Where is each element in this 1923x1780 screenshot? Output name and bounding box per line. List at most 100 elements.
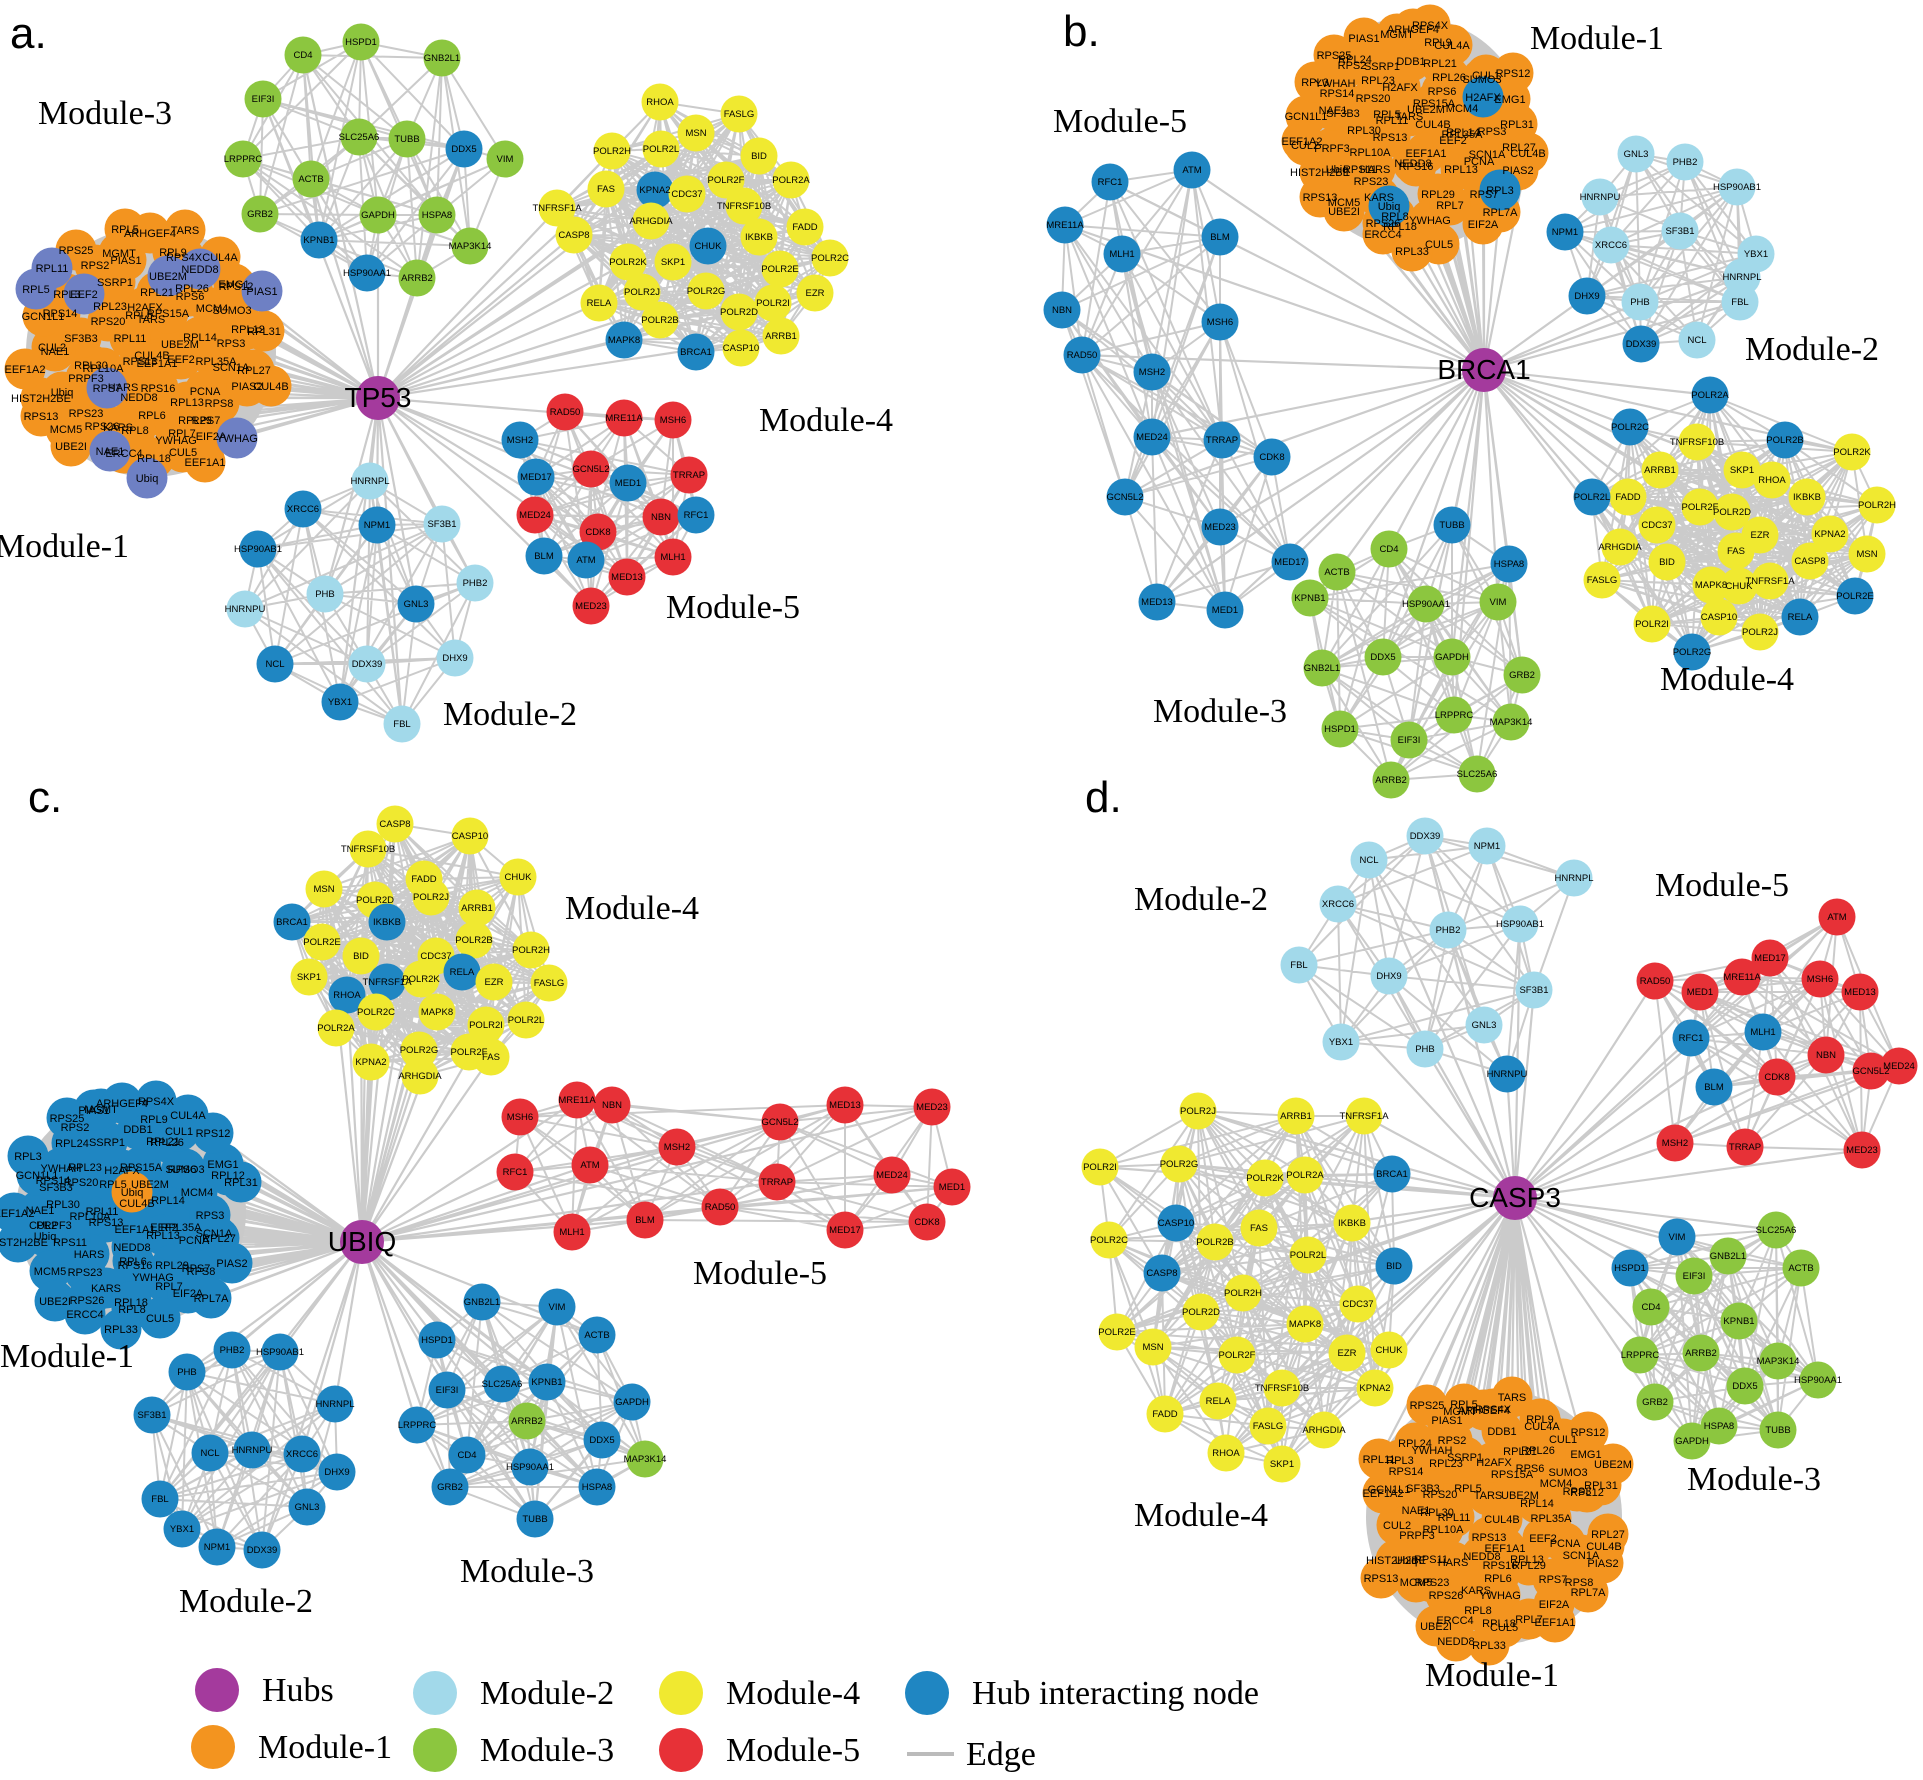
svg-text:MCM5: MCM5 [34,1266,66,1278]
svg-text:BID: BID [1386,1261,1402,1272]
svg-text:RPL10A: RPL10A [1350,147,1392,159]
svg-text:Module-1: Module-1 [258,1729,392,1766]
svg-text:KPNB1: KPNB1 [303,235,334,246]
svg-text:NBN: NBN [1816,1050,1836,1061]
svg-text:EIF2A: EIF2A [173,1288,204,1300]
svg-text:MSH2: MSH2 [1139,367,1165,378]
svg-text:RPL3: RPL3 [1386,1455,1414,1467]
svg-text:HSPA8: HSPA8 [1704,1421,1734,1432]
svg-text:DDX39: DDX39 [352,659,383,670]
svg-text:ARRB2: ARRB2 [1375,775,1407,786]
svg-text:MED13: MED13 [1141,597,1173,608]
svg-text:RPS13: RPS13 [24,411,59,423]
svg-text:POLR2I: POLR2I [1083,1162,1117,1173]
svg-text:POLR2C: POLR2C [1611,422,1649,433]
svg-text:PIAS2: PIAS2 [231,381,262,393]
svg-text:FASLG: FASLG [1587,575,1618,586]
svg-text:EEF1A1: EEF1A1 [185,457,226,469]
svg-text:ACTB: ACTB [584,1330,609,1341]
svg-text:UBE2M: UBE2M [149,271,187,283]
svg-text:MCM5: MCM5 [50,424,82,436]
svg-text:BID: BID [1659,557,1675,568]
svg-text:FAS: FAS [482,1052,500,1063]
svg-text:GNL3: GNL3 [404,599,429,610]
svg-text:RPL3: RPL3 [1301,77,1329,89]
svg-text:RELA: RELA [1206,1396,1231,1407]
svg-text:HSPD1: HSPD1 [1614,1263,1646,1274]
svg-text:RPL26: RPL26 [1521,1445,1555,1457]
svg-text:MSN: MSN [685,128,706,139]
svg-text:UBE2I: UBE2I [39,1296,71,1308]
svg-text:RPL18: RPL18 [114,1297,148,1309]
svg-text:EEF1A1: EEF1A1 [137,358,178,370]
svg-text:TNFRSF10B: TNFRSF10B [1670,437,1724,448]
svg-text:RPS3: RPS3 [196,1210,225,1222]
svg-text:HSP90AA1: HSP90AA1 [343,268,391,279]
svg-text:POLR2A: POLR2A [317,1023,355,1034]
svg-text:FASLG: FASLG [724,109,755,120]
svg-text:RPS23: RPS23 [68,1267,103,1279]
svg-text:CUL4B: CUL4B [1510,148,1545,160]
svg-text:CDK8: CDK8 [914,1217,939,1228]
svg-text:Ubiq: Ubiq [1395,1555,1418,1567]
svg-text:RPS15A: RPS15A [1491,1469,1534,1481]
svg-text:CUL1: CUL1 [1549,1434,1577,1446]
svg-text:CUL4B: CUL4B [1586,1541,1621,1553]
svg-text:RPL14: RPL14 [151,1195,185,1207]
svg-text:POLR2F: POLR2F [1219,1350,1256,1361]
svg-text:Module-4: Module-4 [1660,661,1794,698]
svg-text:RPS2: RPS2 [1338,60,1367,72]
svg-text:CUL2: CUL2 [38,342,66,354]
svg-text:RPL27: RPL27 [1591,1529,1625,1541]
svg-text:HSP90AA1: HSP90AA1 [1402,599,1450,610]
svg-text:GRB2: GRB2 [247,209,273,220]
svg-text:IKBKB: IKBKB [1338,1218,1366,1229]
svg-text:BRCA1: BRCA1 [680,347,712,358]
svg-text:EIF3I: EIF3I [252,94,275,105]
svg-text:FADD: FADD [1152,1409,1177,1420]
svg-text:EZR: EZR [806,288,825,299]
svg-text:RPL23: RPL23 [1361,75,1395,87]
svg-text:UBE2M: UBE2M [131,1179,169,1191]
svg-text:POLR2D: POLR2D [1182,1307,1220,1318]
svg-text:IKBKB: IKBKB [745,232,773,243]
svg-text:UBIQ: UBIQ [328,1226,396,1257]
svg-text:POLR2H: POLR2H [1858,500,1896,511]
svg-text:RAD50: RAD50 [1640,976,1671,987]
svg-text:POLR2A: POLR2A [772,175,810,186]
svg-text:MSH6: MSH6 [507,1112,533,1123]
svg-text:CUL4A: CUL4A [1434,40,1470,52]
svg-text:GNB2L1: GNB2L1 [1304,663,1340,674]
svg-text:FASLG: FASLG [534,978,565,989]
svg-text:RPL18: RPL18 [137,453,171,465]
svg-text:LRPPRC: LRPPRC [398,1420,437,1431]
svg-text:Module-1: Module-1 [1425,1657,1559,1694]
svg-text:PRPF3: PRPF3 [68,373,103,385]
svg-text:Ubiq: Ubiq [121,1187,144,1199]
svg-text:MAP3K14: MAP3K14 [1490,717,1533,728]
svg-text:POLR2K: POLR2K [1833,447,1871,458]
svg-text:ACTB: ACTB [298,174,323,185]
svg-text:DDX5: DDX5 [589,1435,614,1446]
svg-text:ARRB1: ARRB1 [765,331,797,342]
svg-text:RPL13: RPL13 [1510,1554,1544,1566]
svg-text:NEDD8: NEDD8 [181,264,218,276]
svg-text:RPL30: RPL30 [1347,125,1381,137]
svg-text:RPL24: RPL24 [1398,1438,1432,1450]
svg-text:Module-1: Module-1 [0,1338,134,1375]
svg-text:SKP1: SKP1 [661,257,685,268]
svg-text:TNFRSF1A: TNFRSF1A [1745,576,1795,587]
svg-text:ARHGDIA: ARHGDIA [398,1071,442,1082]
svg-text:GAPDH: GAPDH [1435,652,1469,663]
svg-text:MCM4: MCM4 [1446,103,1478,115]
svg-text:DDX39: DDX39 [247,1545,278,1556]
svg-text:TRRAP: TRRAP [1206,435,1238,446]
svg-text:RPS8: RPS8 [187,1266,216,1278]
svg-text:CDK8: CDK8 [585,527,610,538]
svg-text:YWHAG: YWHAG [155,435,197,447]
svg-text:RPS3: RPS3 [217,338,246,350]
svg-text:MED24: MED24 [1136,432,1168,443]
svg-text:NBN: NBN [651,512,671,523]
svg-text:RPL23: RPL23 [68,1162,102,1174]
svg-text:RPL31: RPL31 [1500,119,1534,131]
